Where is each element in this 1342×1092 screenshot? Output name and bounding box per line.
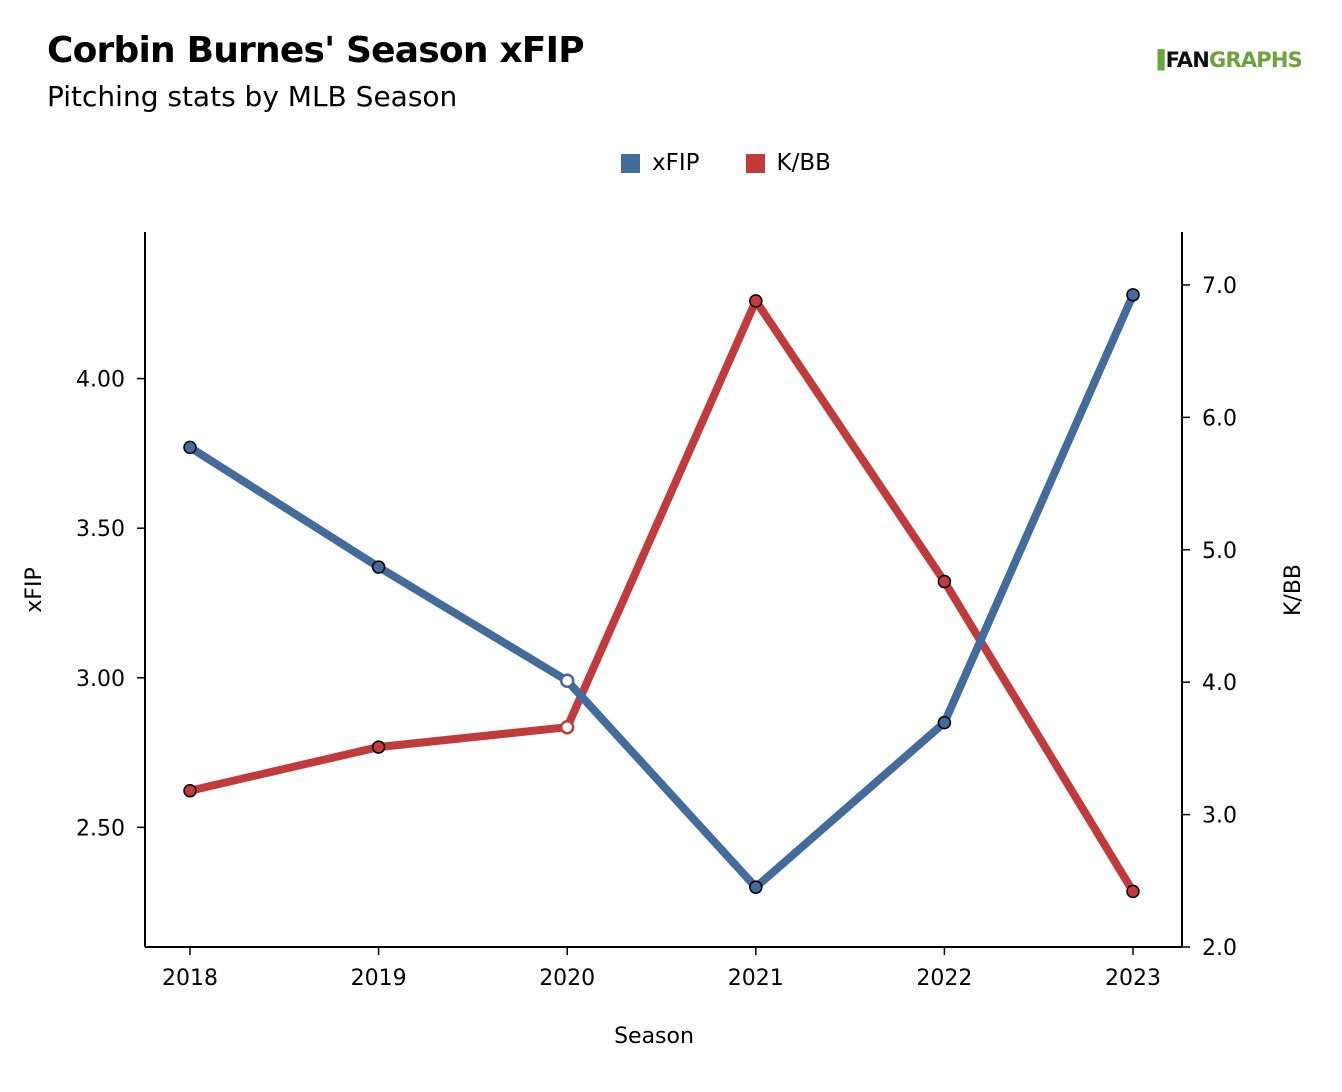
legend-swatch-kbb [745, 153, 765, 173]
data-point-kbb [937, 574, 952, 589]
chart-title: Corbin Burnes' Season xFIP [47, 30, 585, 71]
y-axis-left-label: xFIP [22, 567, 47, 612]
x-axis-label: Season [614, 1024, 694, 1049]
legend-item-xfip[interactable]: xFIP [621, 150, 700, 176]
data-point-xfip [749, 880, 763, 894]
legend-label-kbb: K/BB [776, 150, 831, 176]
x-tick-label: 2022 [916, 966, 972, 991]
data-point-kbb [183, 784, 197, 798]
data-point-kbb [1126, 884, 1140, 899]
x-tick-label: 2021 [728, 966, 784, 991]
data-point-xfip [371, 560, 386, 574]
logo-text-fan: FAN [1165, 48, 1210, 72]
chart-legend: xFIP K/BB [0, 150, 1342, 176]
y-axis-right-label: K/BB [1281, 564, 1306, 616]
y-left-tick-label: 3.00 [76, 667, 125, 692]
x-tick-label: 2018 [162, 966, 218, 991]
series-line-xfip [186, 290, 1137, 892]
x-tick-label: 2019 [351, 966, 407, 991]
y-right-tick-label: 6.0 [1202, 406, 1237, 431]
y-left-tick-label: 2.50 [76, 816, 125, 841]
logo-text-graphs: GRAPHS [1209, 48, 1303, 72]
data-point-xfip [1126, 288, 1140, 302]
y-right-tick-label: 3.0 [1202, 804, 1237, 829]
x-tick-label: 2023 [1105, 966, 1161, 991]
legend-item-kbb[interactable]: K/BB [745, 150, 831, 176]
y-left-tick-label: 3.50 [76, 517, 125, 542]
data-point-xfip [559, 673, 575, 688]
data-point-xfip [183, 440, 197, 455]
data-point-kbb [749, 294, 763, 308]
fangraphs-logo: ▐ FAN GRAPHS [1150, 48, 1303, 72]
x-tick-label: 2020 [539, 966, 595, 991]
data-point-kbb [559, 719, 575, 735]
chart-subtitle: Pitching stats by MLB Season [47, 80, 458, 113]
series-line-kbb [186, 296, 1137, 896]
data-point-kbb [371, 740, 386, 754]
legend-label-xfip: xFIP [652, 150, 700, 176]
data-point-xfip [937, 715, 952, 730]
y-right-tick-label: 4.0 [1202, 671, 1237, 696]
batter-logo-icon: ▐ [1150, 49, 1165, 71]
legend-swatch-xfip [621, 153, 641, 173]
y-right-tick-label: 5.0 [1202, 539, 1237, 564]
y-right-tick-label: 2.0 [1202, 936, 1237, 961]
y-right-tick-label: 7.0 [1202, 274, 1237, 299]
y-left-tick-label: 4.00 [76, 368, 125, 393]
